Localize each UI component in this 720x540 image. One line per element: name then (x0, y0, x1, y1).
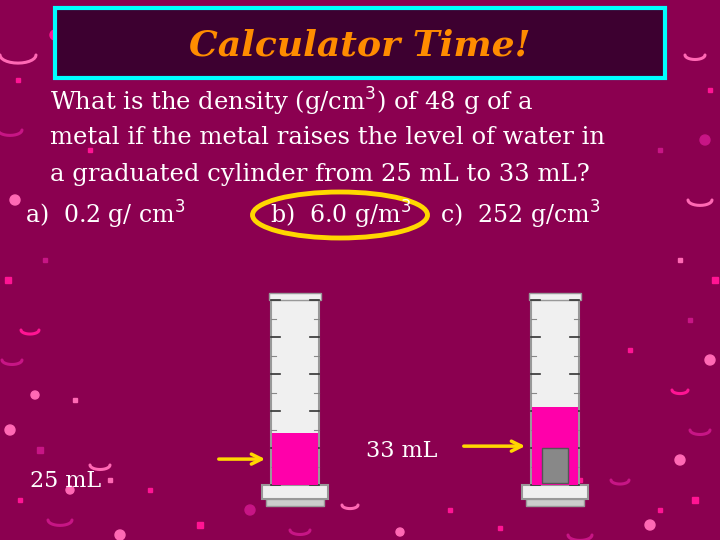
Bar (712, 277, 718, 283)
Bar (448, 508, 452, 512)
Bar (617, 37, 623, 43)
Bar (272, 433, 318, 485)
Circle shape (546, 491, 554, 499)
Circle shape (396, 528, 404, 536)
Bar (529, 293, 581, 300)
Bar (418, 8, 423, 12)
Bar (522, 485, 588, 499)
Bar (658, 148, 662, 152)
Text: 25 mL: 25 mL (30, 470, 101, 492)
Bar (271, 300, 319, 485)
Circle shape (116, 46, 124, 54)
Text: What is the density (g/cm$^3$) of 48 g of a: What is the density (g/cm$^3$) of 48 g o… (50, 86, 534, 118)
Bar (678, 258, 682, 262)
Bar (148, 488, 153, 492)
Text: b)  6.0 g/m$^3$: b) 6.0 g/m$^3$ (270, 199, 411, 231)
Circle shape (10, 195, 20, 205)
Bar (42, 258, 48, 262)
Circle shape (705, 355, 715, 365)
Circle shape (5, 425, 15, 435)
Text: metal if the metal raises the level of water in: metal if the metal raises the level of w… (50, 126, 605, 150)
Bar (77, 15, 84, 21)
Bar (262, 485, 328, 499)
Circle shape (675, 455, 685, 465)
Bar (708, 87, 712, 92)
Circle shape (645, 520, 655, 530)
Circle shape (335, 13, 345, 23)
Bar (108, 478, 112, 482)
Circle shape (66, 486, 74, 494)
Bar (657, 508, 662, 512)
Bar (197, 522, 203, 528)
Bar (177, 22, 183, 28)
Bar (498, 525, 503, 530)
Bar (541, 448, 568, 483)
Circle shape (115, 530, 125, 540)
Bar (73, 397, 78, 402)
Circle shape (50, 30, 60, 40)
Bar (688, 318, 692, 322)
Text: c)  252 g/cm$^3$: c) 252 g/cm$^3$ (440, 199, 600, 231)
Text: a)  0.2 g/ cm$^3$: a) 0.2 g/ cm$^3$ (25, 199, 185, 231)
Circle shape (700, 135, 710, 145)
Text: 33 mL: 33 mL (366, 440, 437, 462)
Circle shape (496, 26, 504, 34)
Bar (269, 293, 321, 300)
Bar (17, 497, 22, 502)
Bar (577, 477, 582, 482)
Circle shape (31, 391, 39, 399)
FancyBboxPatch shape (55, 8, 665, 78)
Bar (266, 499, 324, 506)
Circle shape (245, 505, 255, 515)
Circle shape (655, 15, 665, 25)
Bar (16, 78, 20, 83)
Text: a graduated cylinder from 25 mL to 33 mL?: a graduated cylinder from 25 mL to 33 mL… (50, 163, 590, 186)
Bar (692, 497, 698, 503)
Bar (531, 300, 579, 485)
Bar (88, 147, 92, 152)
Bar (532, 407, 578, 485)
Text: Calculator Time!: Calculator Time! (189, 28, 531, 62)
Bar (628, 348, 632, 352)
Bar (526, 499, 584, 506)
Bar (37, 447, 42, 453)
Bar (5, 277, 11, 283)
